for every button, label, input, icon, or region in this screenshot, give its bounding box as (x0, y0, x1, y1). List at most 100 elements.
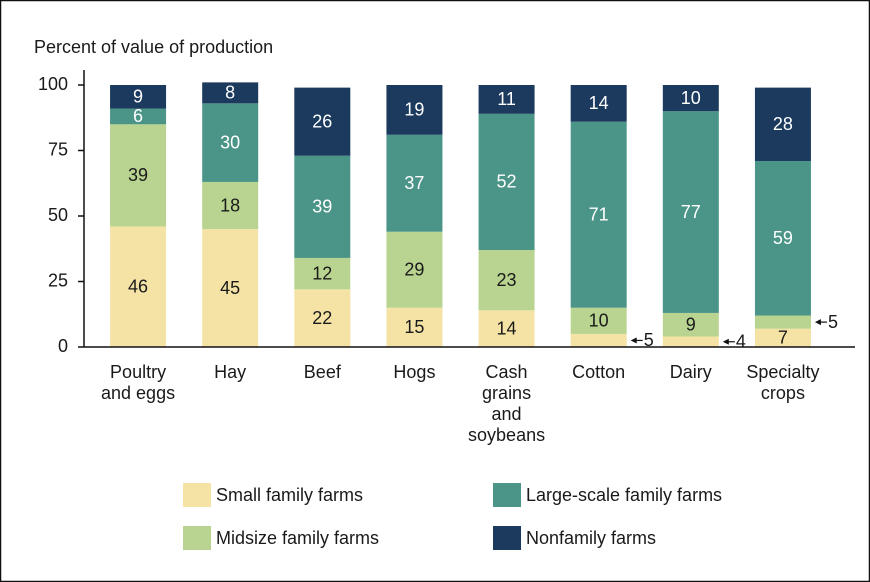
legend-label: Small family farms (216, 485, 363, 505)
data-label: 26 (312, 111, 332, 131)
bar-segment (110, 124, 167, 227)
bar-segment (202, 82, 259, 104)
x-tick-line: crops (761, 383, 805, 403)
label-arrowhead (814, 319, 821, 326)
bar-segment (478, 113, 535, 251)
bar-segment (294, 87, 351, 156)
data-label: 77 (681, 202, 701, 222)
bar-segment (754, 328, 811, 347)
data-label: 52 (497, 172, 517, 192)
label-arrowhead (630, 337, 637, 344)
data-label: 18 (220, 195, 240, 215)
y-tick-label: 25 (48, 270, 68, 290)
data-label: 12 (312, 263, 332, 283)
x-tick-line: Hogs (393, 362, 435, 382)
x-tick-line: and (492, 404, 522, 424)
bar-segment (294, 289, 351, 347)
bar-segment (386, 85, 443, 135)
bar-segment (570, 307, 627, 334)
y-axis-label: Percent of value of production (34, 37, 273, 57)
data-label: 7 (778, 328, 788, 348)
data-label: 39 (312, 197, 332, 217)
x-tick-label: Beef (304, 362, 342, 382)
data-label: 14 (497, 318, 517, 338)
bar-segment (478, 85, 535, 114)
x-tick-label: Hay (214, 362, 246, 382)
bar-segment (662, 85, 719, 112)
legend-swatch (493, 483, 521, 507)
bar-segment (754, 87, 811, 161)
x-tick-line: Hay (214, 362, 246, 382)
x-tick-label: Specialty crops (746, 362, 819, 403)
data-label: 37 (404, 173, 424, 193)
bar-segment (294, 155, 351, 258)
bar-segment (294, 257, 351, 290)
bar-segment (570, 85, 627, 122)
x-tick-line: Poultry (110, 362, 166, 382)
x-tick-line: Beef (304, 362, 342, 382)
bar-segment (662, 336, 719, 347)
bar-segment (202, 181, 259, 230)
x-tick-label: Cotton (572, 362, 625, 382)
legend-label: Midsize family farms (216, 528, 379, 548)
data-label: 6 (133, 106, 143, 126)
x-tick-line: Specialty (746, 362, 819, 382)
bar-segment (478, 310, 535, 347)
x-tick-label: Hogs (393, 362, 435, 382)
x-tick-line: grains (482, 383, 531, 403)
data-label: 46 (128, 276, 148, 296)
x-tick-line: Dairy (670, 362, 712, 382)
bar-segment (386, 134, 443, 232)
data-label: 19 (404, 100, 424, 120)
data-label: 39 (128, 165, 148, 185)
y-tick-label: 100 (38, 74, 68, 94)
y-tick-label: 50 (48, 205, 68, 225)
legend-label: Nonfamily farms (526, 528, 656, 548)
x-tick-line: soybeans (468, 425, 545, 445)
data-label: 15 (404, 317, 424, 337)
legend-swatch (183, 526, 211, 550)
bar-segment (386, 307, 443, 347)
data-label: 45 (220, 278, 240, 298)
legend-swatch (183, 483, 211, 507)
x-tick-label: Poultry and eggs (101, 362, 175, 403)
data-label: 14 (589, 93, 609, 113)
data-label: 59 (773, 228, 793, 248)
data-label: 29 (404, 259, 424, 279)
label-arrowhead (722, 338, 729, 345)
data-label: 9 (686, 314, 696, 334)
bar-segment (110, 108, 167, 125)
bar-segment (202, 229, 259, 347)
y-tick-label: 75 (48, 139, 68, 159)
bar-segment (662, 111, 719, 313)
bar-segment (754, 315, 811, 329)
x-tick-label: Dairy (670, 362, 712, 382)
data-label: 10 (589, 311, 609, 331)
data-label: 22 (312, 308, 332, 328)
x-tick-line: and eggs (101, 383, 175, 403)
data-label: 23 (497, 270, 517, 290)
bar-segment (478, 250, 535, 311)
bar-segment (110, 85, 167, 109)
data-label: 71 (589, 204, 609, 224)
data-label: 30 (220, 132, 240, 152)
bar-segment (386, 231, 443, 308)
legend-swatch (493, 526, 521, 550)
data-label: 4 (736, 332, 746, 352)
bar-segment (754, 160, 811, 316)
data-label: 28 (773, 114, 793, 134)
bar-segment (662, 312, 719, 337)
x-tick-label: Cash grains and soybeans (468, 362, 545, 445)
data-label: 8 (225, 83, 235, 103)
bar-segment (202, 103, 259, 182)
y-tick-label: 0 (58, 336, 68, 356)
x-tick-line: Cotton (572, 362, 625, 382)
bar-segment (110, 226, 167, 347)
data-label: 11 (497, 89, 516, 109)
data-label: 10 (681, 88, 701, 108)
x-tick-line: Cash (486, 362, 528, 382)
legend-label: Large-scale family farms (526, 485, 722, 505)
bar-segment (570, 333, 627, 347)
data-label: 5 (644, 330, 654, 350)
